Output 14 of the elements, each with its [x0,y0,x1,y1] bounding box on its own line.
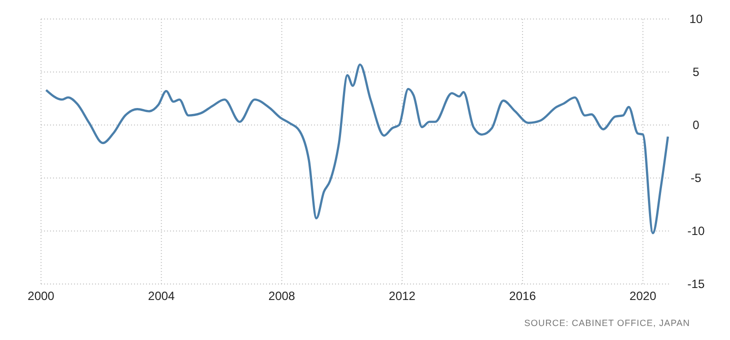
y-tick-label: 5 [692,65,700,79]
source-note: SOURCE: CABINET OFFICE, JAPAN [524,318,690,328]
y-tick-label: -15 [687,277,705,291]
y-tick-label: 0 [692,118,700,132]
y-tick-label: 10 [689,12,703,26]
y-tick-label: -10 [687,224,705,238]
x-tick-label: 2012 [388,289,416,303]
x-tick-label: 2020 [630,289,657,303]
x-tick-label: 2008 [268,289,296,303]
line-series [45,63,669,234]
x-tick-label: 2004 [148,289,176,303]
x-tick-label: 2000 [28,289,55,303]
x-tick-label: 2016 [509,289,536,303]
y-tick-label: -5 [690,171,702,185]
